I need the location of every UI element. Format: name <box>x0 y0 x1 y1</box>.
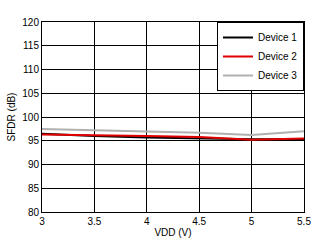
svg-text:105: 105 <box>22 88 39 99</box>
svg-text:110: 110 <box>23 64 39 75</box>
svg-text:3.5: 3.5 <box>87 216 101 227</box>
svg-text:5: 5 <box>249 216 255 227</box>
svg-text:4: 4 <box>144 216 150 227</box>
svg-text:85: 85 <box>28 183 40 194</box>
svg-text:115: 115 <box>23 40 39 51</box>
svg-text:Device 3: Device 3 <box>258 70 297 81</box>
svg-text:95: 95 <box>28 135 40 146</box>
svg-text:SFDR (dB): SFDR (dB) <box>6 93 17 142</box>
svg-text:Device 1: Device 1 <box>258 32 297 43</box>
svg-text:90: 90 <box>28 159 40 170</box>
svg-text:VDD (V): VDD (V) <box>154 227 191 238</box>
svg-text:100: 100 <box>22 112 39 123</box>
svg-text:5.5: 5.5 <box>297 216 311 227</box>
svg-text:80: 80 <box>28 207 40 218</box>
svg-text:120: 120 <box>22 17 39 28</box>
svg-text:3: 3 <box>39 216 45 227</box>
svg-text:Device 2: Device 2 <box>258 51 297 62</box>
svg-text:4.5: 4.5 <box>192 216 206 227</box>
